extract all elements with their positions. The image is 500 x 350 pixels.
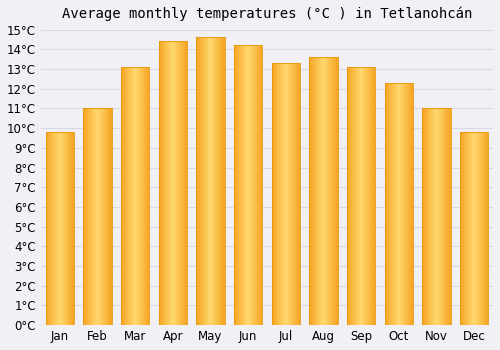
Title: Average monthly temperatures (°C ) in Tetlanohcán: Average monthly temperatures (°C ) in Te…	[62, 7, 472, 21]
